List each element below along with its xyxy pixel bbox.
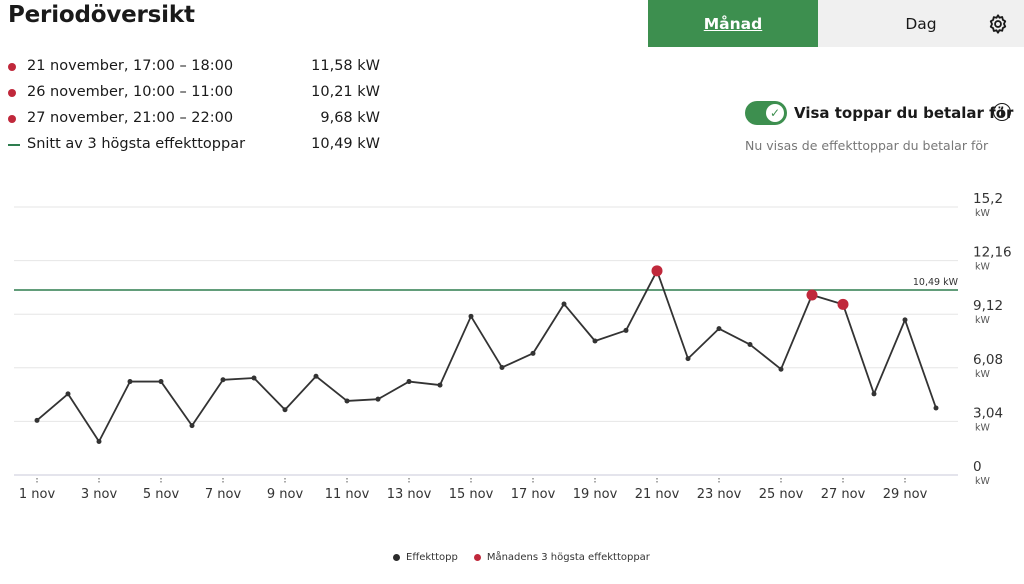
peak-point	[837, 298, 849, 310]
data-point	[685, 356, 691, 362]
data-point	[468, 313, 474, 319]
data-point	[778, 366, 784, 372]
data-point	[871, 391, 877, 397]
data-point	[189, 423, 195, 429]
data-point	[158, 379, 164, 385]
data-point	[313, 373, 319, 379]
toggle-subtext: Nu visas de effekttoppar du betalar för	[745, 138, 989, 153]
x-tick-label: 15 nov	[449, 487, 494, 500]
data-point	[499, 364, 505, 370]
page-title: Periodöversikt	[8, 2, 195, 28]
average-row: Snitt av 3 högsta effekttoppar 10,49 kW	[8, 136, 388, 162]
data-point	[530, 350, 536, 356]
y-tick-unit: kW	[975, 422, 991, 433]
x-tick-label: 11 nov	[325, 487, 370, 500]
data-point	[375, 396, 381, 402]
x-tick-label: 27 nov	[821, 487, 866, 500]
peak-dot-icon	[8, 63, 16, 71]
peak-dot-icon	[8, 115, 16, 123]
y-tick-unit: kW	[975, 262, 991, 273]
average-line-icon	[8, 144, 20, 146]
peak-point	[806, 289, 818, 301]
data-point	[34, 417, 40, 423]
x-tick-label: 1 nov	[19, 487, 56, 500]
peak-value: 11,58 kW	[311, 58, 380, 74]
data-point	[406, 379, 412, 385]
y-tick-label: 0	[973, 459, 982, 475]
x-tick-label: 17 nov	[511, 487, 556, 500]
data-point	[96, 439, 102, 444]
peak-label: 21 november, 17:00 – 18:00	[27, 58, 234, 74]
legend-label: Effekttopp	[406, 552, 458, 563]
data-point	[933, 405, 939, 411]
data-point	[437, 382, 443, 388]
peak-dot-icon	[8, 89, 16, 97]
x-tick-label: 23 nov	[697, 487, 742, 500]
peak-label: 26 november, 10:00 – 11:00	[27, 84, 234, 100]
y-tick-unit: kW	[975, 369, 991, 380]
average-value: 10,49 kW	[311, 136, 380, 152]
data-point	[623, 327, 629, 333]
y-tick-unit: kW	[975, 208, 991, 219]
y-tick-label: 15,2	[973, 191, 1003, 207]
data-point	[127, 379, 133, 385]
x-tick-label: 21 nov	[635, 487, 680, 500]
y-tick-label: 9,12	[973, 298, 1003, 314]
x-tick-label: 3 nov	[81, 487, 118, 500]
x-tick-label: 9 nov	[267, 487, 304, 500]
peak-value: 10,21 kW	[311, 84, 380, 100]
y-tick-label: 6,08	[973, 352, 1003, 368]
peak-row: 21 november, 17:00 – 18:00 11,58 kW	[8, 58, 388, 84]
period-tabs: Månad Dag	[648, 0, 1024, 47]
data-point	[251, 375, 257, 381]
x-tick-label: 29 nov	[883, 487, 928, 500]
tab-day[interactable]: Dag	[818, 0, 1024, 47]
data-point	[902, 317, 908, 323]
data-point	[65, 391, 71, 397]
peak-row: 27 november, 21:00 – 22:00 9,68 kW	[8, 110, 388, 136]
legend-item-effekttopp: Effekttopp	[393, 552, 458, 563]
peak-label: 27 november, 21:00 – 22:00	[27, 110, 234, 126]
data-point	[220, 377, 226, 383]
data-point	[592, 338, 598, 344]
peak-list: 21 november, 17:00 – 18:00 11,58 kW 26 n…	[8, 58, 388, 162]
y-tick-label: 3,04	[973, 405, 1003, 421]
data-point	[716, 326, 722, 332]
data-point	[747, 342, 753, 348]
x-tick-label: 19 nov	[573, 487, 618, 500]
legend-dot-icon	[393, 554, 400, 561]
x-tick-label: 7 nov	[205, 487, 242, 500]
y-tick-label: 12,16	[973, 245, 1012, 261]
check-icon: ✓	[766, 104, 784, 122]
legend-label: Månadens 3 högsta effekttoppar	[486, 552, 650, 563]
average-label: 10,49 kW	[913, 277, 959, 288]
chart-legend: Effekttopp Månadens 3 högsta effekttoppa…	[393, 552, 650, 563]
x-tick-label: 13 nov	[387, 487, 432, 500]
x-tick-label: 25 nov	[759, 487, 804, 500]
tab-month[interactable]: Månad	[648, 0, 818, 47]
peak-row: 26 november, 10:00 – 11:00 10,21 kW	[8, 84, 388, 110]
legend-dot-icon	[473, 554, 481, 561]
x-tick-label: 5 nov	[143, 487, 180, 500]
average-label: Snitt av 3 högsta effekttoppar	[27, 136, 246, 152]
data-point	[561, 301, 567, 307]
data-point	[282, 407, 288, 413]
peak-value: 9,68 kW	[320, 110, 380, 126]
toggle-label: Visa toppar du betalar för	[794, 104, 1014, 122]
y-tick-unit: kW	[975, 315, 991, 326]
show-peaks-toggle[interactable]: ✓	[745, 101, 787, 125]
legend-item-peaks: Månadens 3 högsta effekttoppar	[473, 552, 650, 563]
tab-day-label: Dag	[905, 14, 937, 33]
data-point	[344, 398, 350, 404]
y-tick-unit: kW	[975, 476, 991, 487]
info-icon[interactable]: i	[993, 103, 1011, 121]
gear-icon[interactable]	[987, 13, 1009, 35]
series-line	[36, 269, 937, 443]
peak-point	[651, 265, 663, 277]
